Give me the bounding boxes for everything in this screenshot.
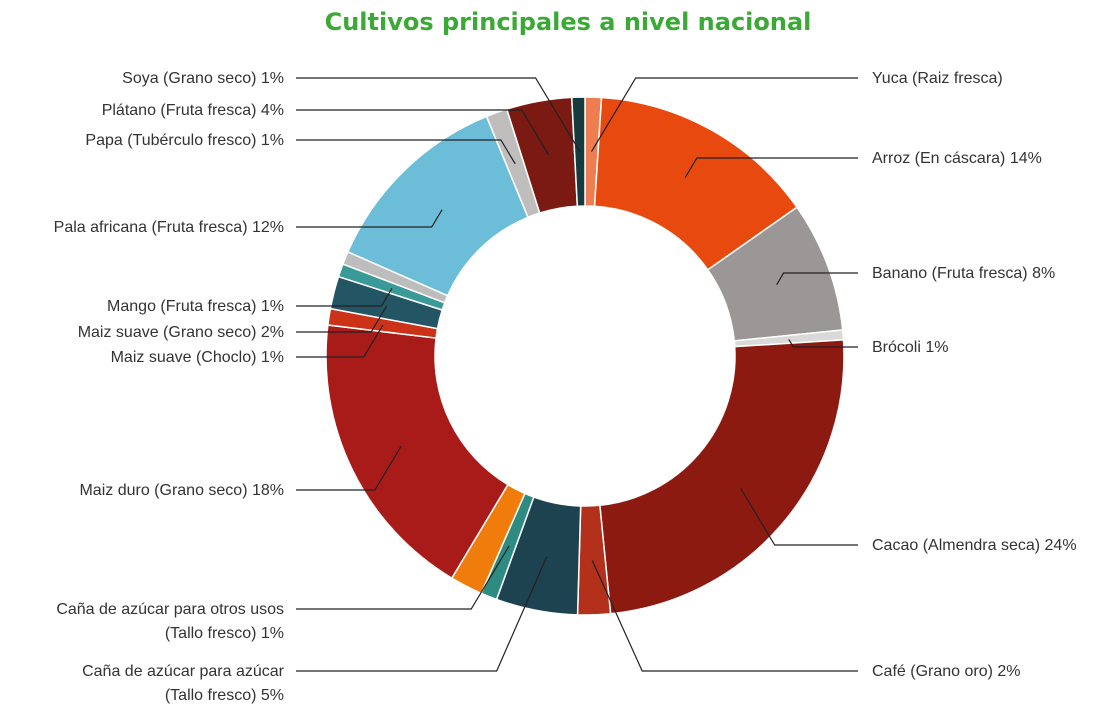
label-yuca-raiz-fresca: Yuca (Raiz fresca) <box>872 70 1003 87</box>
label-banano-fruta-fresca: Banano (Fruta fresca) 8% <box>872 265 1055 282</box>
slice-cacao-almendra-seca <box>599 339 845 615</box>
leader-lines <box>296 77 858 672</box>
label-cacao-almendra-seca: Cacao (Almendra seca) 24% <box>872 537 1077 554</box>
label-cana-de-azucar-para-otros-usos-tallo-fresco: Caña de azúcar para otros usos (Tallo fre… <box>56 601 284 642</box>
slice-maiz-duro-grano-seco <box>325 324 509 580</box>
leader-soya-grano-seco <box>296 77 581 152</box>
label-mango-fruta-fresca: Mango (Fruta fresca) 1% <box>107 298 284 315</box>
label-maiz-duro-grano-seco: Maiz duro (Grano seco) 18% <box>79 482 284 499</box>
leader-papa-tuberculo-fresco <box>296 139 516 165</box>
leader-maiz-suave-grano-seco <box>296 305 388 333</box>
leader-cacao-almendra-seca <box>740 488 858 546</box>
slice-soya-grano-seco <box>570 96 586 207</box>
leader-arroz-en-cascara <box>684 157 858 179</box>
label-cana-de-azucar-para-azucar-tallo-fresco: Caña de azúcar para azúcar (Tallo fresco)… <box>82 663 285 704</box>
leader-cana-de-azucar-para-otros-usos-tallo-fresco <box>296 545 510 610</box>
leader-yuca-raiz-fresca <box>590 77 858 152</box>
donut-slices <box>325 96 845 616</box>
leader-mango-fruta-fresca <box>296 287 393 307</box>
leader-banano-fruta-fresca <box>776 272 858 286</box>
label-soya-grano-seco: Soya (Grano seco) 1% <box>122 70 284 87</box>
label-cafe-grano-oro: Café (Grano oro) 2% <box>872 663 1021 680</box>
leader-maiz-suave-choclo <box>296 324 384 358</box>
leader-cana-de-azucar-para-azucar-tallo-fresco <box>296 556 548 672</box>
label-maiz-suave-choclo: Maiz suave (Choclo) 1% <box>111 349 284 366</box>
label-papa-tuberculo-fresco: Papa (Tubérculo fresco) 1% <box>85 132 284 149</box>
leader-cafe-grano-oro <box>591 560 858 672</box>
label-maiz-suave-grano-seco: Maiz suave (Grano seco) 2% <box>78 324 284 341</box>
leader-brocoli <box>788 339 858 348</box>
label-arroz-en-cascara: Arroz (En cáscara) 14% <box>872 150 1042 167</box>
slice-labels: Yuca (Raiz fresca) Arroz (En cáscara) 14%… <box>54 70 1077 704</box>
label-platano-fruta-fresca: Plátano (Fruta fresca) 4% <box>102 102 284 119</box>
leader-maiz-duro-grano-seco <box>296 445 402 491</box>
leader-platano-fruta-fresca <box>296 109 550 156</box>
chart-title: Cultivos principales a nivel nacional <box>325 8 812 36</box>
label-brocoli: Brócoli 1% <box>872 339 948 356</box>
label-pala-africana-fruta-fresca: Pala africana (Fruta fresca) 12% <box>54 219 284 236</box>
leader-pala-africana-fruta-fresca <box>296 209 443 228</box>
